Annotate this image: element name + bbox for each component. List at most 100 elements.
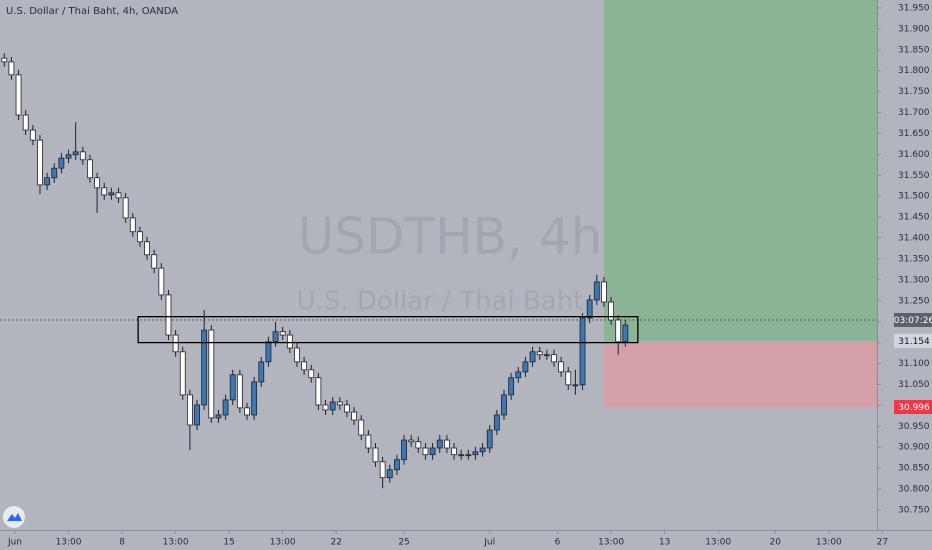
candle-body <box>572 384 579 387</box>
candle-body <box>336 401 343 406</box>
candle-body <box>172 334 179 353</box>
candle-body <box>379 461 386 479</box>
candle-body <box>94 177 100 189</box>
candle-body <box>186 394 193 426</box>
candle-body <box>551 354 557 363</box>
y-tick-label: 31.300 <box>898 275 930 285</box>
candle-body <box>472 451 479 456</box>
candle-body <box>622 324 629 343</box>
candle-body <box>215 414 222 419</box>
x-tick-label: 13:00 <box>598 538 624 548</box>
y-tick-label: 31.350 <box>898 254 930 264</box>
candle-body <box>493 414 500 431</box>
candle-body <box>279 331 286 336</box>
candle-body <box>351 411 357 421</box>
candle-body <box>372 447 379 463</box>
candle-body <box>486 429 493 449</box>
candle-body <box>365 434 372 449</box>
candle-body <box>122 197 129 219</box>
candle-body <box>322 404 329 411</box>
candle-body <box>51 167 58 179</box>
chart-title: U.S. Dollar / Thai Baht, 4h, OANDA <box>6 6 178 17</box>
candle-body <box>515 371 522 379</box>
x-tick-label: 20 <box>770 538 782 548</box>
candle-body <box>401 439 407 461</box>
x-tick-label: 25 <box>398 538 409 548</box>
target-zone <box>603 0 877 341</box>
resistance-zone <box>137 316 639 344</box>
candle-body <box>229 374 236 401</box>
candle-body <box>601 281 607 303</box>
candle-body <box>179 351 186 396</box>
candle-body <box>358 419 365 436</box>
candle-body <box>144 241 150 256</box>
y-tick-label: 31.550 <box>898 171 930 181</box>
x-tick-label: 15 <box>223 538 234 548</box>
watermark-subtitle: U.S. Dollar / Thai Baht <box>297 287 584 317</box>
candle-body <box>479 447 486 453</box>
candle-body <box>529 351 536 363</box>
y-tick-label: 31.500 <box>898 192 930 202</box>
y-tick-label: 31.650 <box>898 129 930 139</box>
candle-body <box>244 407 250 416</box>
candle-body <box>536 351 543 356</box>
candle-body <box>194 404 200 426</box>
entry-label: 31.154 <box>898 337 930 347</box>
candle-body <box>451 447 457 456</box>
x-tick-label: 13:00 <box>705 538 731 548</box>
x-tick-label: 13 <box>659 538 670 548</box>
candle-body <box>15 74 22 116</box>
candle-body <box>72 151 79 156</box>
candle-body <box>286 334 293 349</box>
y-tick-label: 31.250 <box>898 296 930 306</box>
y-tick-label: 31.050 <box>898 380 930 390</box>
candle-body <box>558 361 565 373</box>
candle-body <box>115 192 122 199</box>
candle-body <box>79 151 86 161</box>
stop-label-box <box>894 400 932 415</box>
candle-body <box>236 374 243 409</box>
candle-body <box>422 447 429 456</box>
candle-body <box>272 331 279 343</box>
candle-body <box>8 61 15 76</box>
candle-body <box>615 319 622 343</box>
candle-body <box>108 192 115 196</box>
candle-body <box>137 231 143 243</box>
candle-body <box>101 187 108 196</box>
y-tick-label: 31.800 <box>898 66 930 76</box>
x-tick-label: 27 <box>877 538 888 548</box>
candle-body <box>436 439 443 449</box>
candle-body <box>201 329 208 406</box>
y-tick-label: 30.800 <box>898 485 930 495</box>
candle-body <box>458 454 465 457</box>
y-tick-label: 31.900 <box>898 24 930 34</box>
candle-body <box>586 299 593 319</box>
y-tick-label: 31.600 <box>898 150 930 160</box>
x-tick-label: 13:00 <box>270 538 296 548</box>
candle-body <box>394 459 400 471</box>
candle-body <box>151 254 158 269</box>
candle-body <box>308 369 315 379</box>
candle-body <box>165 294 172 336</box>
candle-body <box>415 441 422 449</box>
plot-area <box>0 0 877 489</box>
candle-body <box>429 447 436 456</box>
candle-body <box>344 404 350 413</box>
x-tick-label: 22 <box>331 538 342 548</box>
x-tick-label: 13:00 <box>816 538 842 548</box>
candle-body <box>508 377 515 396</box>
candle-body <box>208 329 215 419</box>
candle-body <box>443 439 450 449</box>
x-tick-label: 6 <box>555 538 561 548</box>
y-tick-label: 30.750 <box>898 505 930 515</box>
candle-body <box>258 361 265 383</box>
candle-body <box>608 301 614 321</box>
candle-body <box>315 377 322 406</box>
y-tick-label: 31.400 <box>898 234 930 244</box>
y-tick-label: 31.700 <box>898 108 930 118</box>
y-tick-label: 31.450 <box>898 213 930 223</box>
candle-body <box>408 439 415 443</box>
logo <box>3 506 25 528</box>
countdown-label: 03:07:26 <box>894 316 932 326</box>
